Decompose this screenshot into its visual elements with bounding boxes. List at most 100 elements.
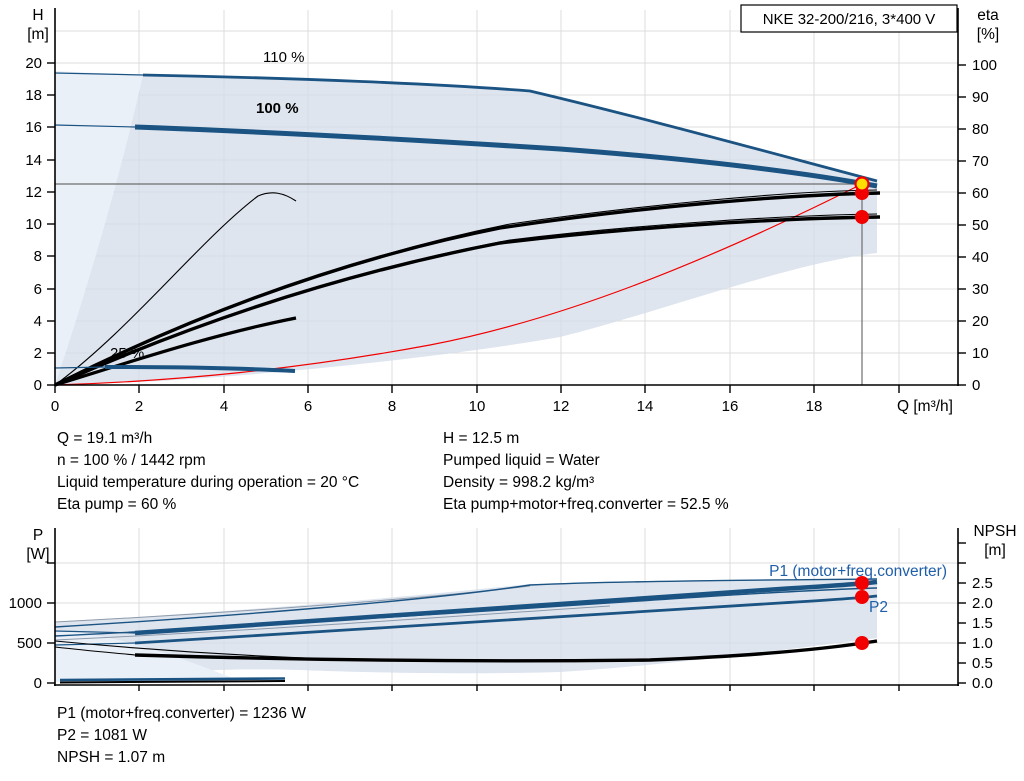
p1-110-curve xyxy=(54,578,878,628)
p-25-curve xyxy=(59,677,286,682)
duty-point-marker[interactable] xyxy=(854,176,870,192)
svg-text:H: H xyxy=(32,7,43,24)
svg-text:50: 50 xyxy=(972,217,989,234)
duty-info-left: Q = 19.1 m³/h n = 100 % / 1442 rpm Liqui… xyxy=(57,428,359,516)
svg-text:[W]: [W] xyxy=(26,546,49,563)
curve-label-110: 110 % xyxy=(263,49,304,66)
control-curve xyxy=(54,183,863,386)
low-speed-region xyxy=(55,71,143,385)
svg-text:[%]: [%] xyxy=(977,26,999,43)
svg-text:1.5: 1.5 xyxy=(972,615,993,632)
svg-text:8: 8 xyxy=(388,398,396,415)
svg-text:500: 500 xyxy=(17,635,42,652)
info-line-eta-pump: Eta pump = 60 % xyxy=(57,496,177,513)
info-line-temp: Liquid temperature during operation = 20… xyxy=(57,474,360,491)
svg-text:40: 40 xyxy=(972,249,989,266)
info-line-n: n = 100 % / 1442 rpm xyxy=(57,452,206,469)
svg-text:[m]: [m] xyxy=(27,26,49,43)
eta-curves xyxy=(54,189,881,387)
top-axis-titles: H [m] eta [%] xyxy=(27,7,999,43)
svg-text:0: 0 xyxy=(972,377,980,394)
svg-text:1000: 1000 xyxy=(9,595,42,612)
svg-text:18: 18 xyxy=(806,398,823,415)
eta-total-marker[interactable] xyxy=(855,210,869,224)
bottom-chart[interactable]: 1000 500 0 2.5 2.0 1.5 1.0 0.5 0.0 P [W]… xyxy=(9,523,1017,692)
curve-label-25: 25 % xyxy=(110,345,144,362)
q-axis-title: Q [m³/h] xyxy=(897,398,953,415)
svg-text:90: 90 xyxy=(972,89,989,106)
p1-curve-label: P1 (motor+freq.converter) xyxy=(769,563,947,580)
svg-text:4: 4 xyxy=(34,313,42,330)
svg-text:NPSH: NPSH xyxy=(973,523,1016,540)
duty-info-right: H = 12.5 m Pumped liquid = Water Density… xyxy=(443,428,729,516)
operating-envelope xyxy=(55,75,877,385)
info-line-p1: P1 (motor+freq.converter) = 1236 W xyxy=(57,705,306,722)
svg-text:14: 14 xyxy=(25,152,42,169)
npsh-ext xyxy=(54,646,136,656)
svg-text:70: 70 xyxy=(972,153,989,170)
curve-label-100: 100 % xyxy=(256,100,299,117)
svg-text:0.5: 0.5 xyxy=(972,655,993,672)
bottom-axes xyxy=(54,528,959,686)
eta-tick-labels: 100 90 80 70 60 50 40 30 20 10 0 xyxy=(972,57,997,394)
svg-text:10: 10 xyxy=(25,216,42,233)
bottom-axis-ticks xyxy=(47,542,966,691)
svg-text:0: 0 xyxy=(34,377,42,394)
p2-100-ext xyxy=(54,642,136,646)
power-info: P1 (motor+freq.converter) = 1236 W P2 = … xyxy=(57,703,306,769)
top-axes xyxy=(54,8,959,386)
svg-text:20: 20 xyxy=(25,55,42,72)
pump-title-box xyxy=(740,4,958,33)
svg-text:1.0: 1.0 xyxy=(972,635,993,652)
info-line-eta-total: Eta pump+motor+freq.converter = 52.5 % xyxy=(443,496,729,513)
info-line-q: Q = 19.1 m³/h xyxy=(57,430,153,447)
p-tick-labels: 1000 500 0 xyxy=(9,595,42,692)
p2-110-curve xyxy=(54,587,878,637)
svg-text:6: 6 xyxy=(304,398,312,415)
p2-marker[interactable] xyxy=(855,590,869,604)
top-chart[interactable]: 20 18 16 14 12 10 8 6 4 2 0 100 90 80 70… xyxy=(25,4,999,415)
svg-text:12: 12 xyxy=(25,184,42,201)
svg-text:0: 0 xyxy=(34,675,42,692)
svg-text:2: 2 xyxy=(34,345,42,362)
qh-curves xyxy=(54,72,878,373)
svg-text:20: 20 xyxy=(972,313,989,330)
svg-text:60: 60 xyxy=(972,185,989,202)
npsh-tick-labels: 2.5 2.0 1.5 1.0 0.5 0.0 xyxy=(972,575,993,692)
curve-25-ext xyxy=(54,366,106,369)
svg-text:eta: eta xyxy=(977,7,999,24)
curve-25 xyxy=(104,365,296,373)
power-curves xyxy=(54,578,878,682)
eta-curve-25-pump xyxy=(54,192,297,386)
svg-text:16: 16 xyxy=(722,398,739,415)
svg-text:80: 80 xyxy=(972,121,989,138)
svg-text:2.0: 2.0 xyxy=(972,595,993,612)
svg-text:30: 30 xyxy=(972,281,989,298)
svg-text:12: 12 xyxy=(553,398,570,415)
p2-curve-label: P2 xyxy=(869,599,888,616)
svg-text:10: 10 xyxy=(972,345,989,362)
eta-curve-100-pump xyxy=(54,191,881,387)
curve-110-ext xyxy=(54,72,144,76)
svg-text:2.5: 2.5 xyxy=(972,575,993,592)
svg-text:2: 2 xyxy=(135,398,143,415)
svg-text:P: P xyxy=(33,527,43,544)
svg-text:18: 18 xyxy=(25,87,42,104)
p2-25-curve xyxy=(59,680,286,684)
svg-text:0.0: 0.0 xyxy=(972,675,993,692)
svg-text:14: 14 xyxy=(637,398,654,415)
curve-110 xyxy=(142,73,878,183)
info-line-liquid: Pumped liquid = Water xyxy=(443,452,600,469)
pump-title: NKE 32-200/216, 3*400 V xyxy=(763,11,936,28)
svg-text:8: 8 xyxy=(34,248,42,265)
p1-marker[interactable] xyxy=(855,576,869,590)
top-axis-ticks xyxy=(47,62,966,393)
info-line-p2: P2 = 1081 W xyxy=(57,727,148,744)
eta-curve-25-total xyxy=(54,316,297,387)
p2-100-curve xyxy=(134,594,878,645)
npsh-marker[interactable] xyxy=(855,636,869,650)
svg-text:6: 6 xyxy=(34,281,42,298)
info-line-density: Density = 998.2 kg/m³ xyxy=(443,474,595,491)
